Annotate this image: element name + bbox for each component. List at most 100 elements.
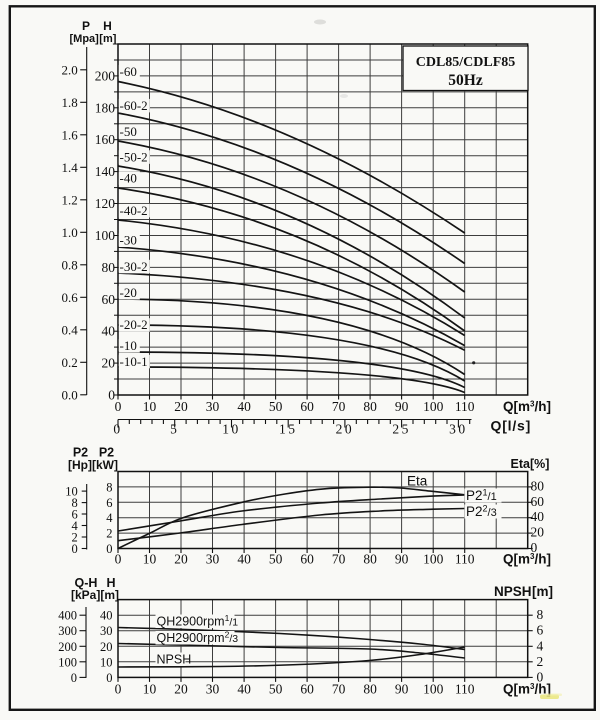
svg-text:160: 160 <box>95 132 116 147</box>
svg-text:20: 20 <box>174 399 188 414</box>
svg-text:0: 0 <box>106 542 112 556</box>
svg-text:180: 180 <box>95 100 116 115</box>
svg-text:10: 10 <box>222 422 241 437</box>
svg-text:1.2: 1.2 <box>61 192 77 207</box>
svg-text:-60-2: -60-2 <box>120 98 148 113</box>
svg-text:CDL85/CDLF85: CDL85/CDLF85 <box>416 55 516 70</box>
svg-text:400: 400 <box>58 609 77 623</box>
svg-text:10: 10 <box>100 655 113 669</box>
svg-text:1.6: 1.6 <box>61 127 78 142</box>
svg-text:30: 30 <box>206 399 220 414</box>
svg-text:100: 100 <box>423 552 444 567</box>
svg-text:6: 6 <box>71 508 77 522</box>
svg-text:P22/3: P22/3 <box>466 504 497 520</box>
svg-text:40: 40 <box>237 399 251 414</box>
svg-text:5: 5 <box>170 422 179 437</box>
svg-text:80: 80 <box>363 552 377 567</box>
svg-text:-50-2: -50-2 <box>120 149 148 164</box>
svg-text:200: 200 <box>95 68 116 83</box>
svg-text:H: H <box>106 576 115 590</box>
svg-text:4: 4 <box>537 638 544 653</box>
svg-text:60: 60 <box>531 494 545 509</box>
svg-text:10: 10 <box>65 485 78 499</box>
svg-text:0: 0 <box>531 540 538 555</box>
svg-text:25: 25 <box>392 422 411 437</box>
svg-text:NPSH: NPSH <box>157 653 192 667</box>
svg-text:Q[m3/h]: Q[m3/h] <box>503 552 551 567</box>
svg-text:-10-1: -10-1 <box>120 354 148 369</box>
svg-text:20: 20 <box>102 356 116 371</box>
svg-text:QH2900rpm2/3: QH2900rpm2/3 <box>157 630 239 646</box>
svg-text:100: 100 <box>423 682 444 697</box>
svg-text:P2: P2 <box>99 446 114 460</box>
svg-text:QH2900rpm1/1: QH2900rpm1/1 <box>157 613 239 629</box>
svg-text:8: 8 <box>537 607 544 622</box>
svg-text:70: 70 <box>332 552 346 567</box>
svg-text:300: 300 <box>58 624 77 638</box>
svg-text:50: 50 <box>269 399 283 414</box>
svg-text:20: 20 <box>174 682 188 697</box>
svg-text:40: 40 <box>102 324 116 339</box>
svg-text:10: 10 <box>143 552 157 567</box>
svg-text:-50: -50 <box>120 124 137 139</box>
svg-text:H: H <box>103 19 112 33</box>
svg-text:40: 40 <box>237 682 251 697</box>
svg-text:0: 0 <box>115 399 122 414</box>
svg-text:0: 0 <box>106 671 112 685</box>
svg-text:0: 0 <box>71 671 77 685</box>
svg-text:20: 20 <box>174 552 188 567</box>
svg-text:4: 4 <box>71 519 78 533</box>
svg-text:2: 2 <box>106 527 112 541</box>
svg-text:-10: -10 <box>120 338 137 353</box>
svg-text:4: 4 <box>106 511 113 525</box>
svg-text:P2: P2 <box>73 446 88 460</box>
svg-text:140: 140 <box>95 164 116 179</box>
svg-text:60: 60 <box>300 399 314 414</box>
svg-text:100: 100 <box>58 655 77 669</box>
svg-text:Q[l/s]: Q[l/s] <box>491 418 532 434</box>
svg-text:0: 0 <box>115 682 122 697</box>
svg-text:15: 15 <box>279 422 298 437</box>
svg-text:30: 30 <box>206 682 220 697</box>
svg-text:30: 30 <box>449 422 468 437</box>
svg-text:[m]: [m] <box>532 584 553 599</box>
svg-text:-40-2: -40-2 <box>120 203 148 218</box>
svg-text:90: 90 <box>395 399 409 414</box>
svg-text:NPSH: NPSH <box>494 584 532 599</box>
svg-text:0.0: 0.0 <box>61 387 77 402</box>
svg-text:70: 70 <box>332 399 346 414</box>
svg-text:1.4: 1.4 <box>61 160 78 175</box>
svg-text:[m]: [m] <box>99 33 116 45</box>
svg-text:10: 10 <box>143 399 157 414</box>
svg-text:110: 110 <box>455 399 475 414</box>
svg-text:-20-2: -20-2 <box>120 317 148 332</box>
svg-text:0.8: 0.8 <box>61 257 77 272</box>
svg-text:10: 10 <box>143 682 157 697</box>
svg-text:100: 100 <box>423 399 444 414</box>
svg-text:6: 6 <box>537 623 544 638</box>
svg-text:40: 40 <box>531 509 545 524</box>
svg-text:Eta[%]: Eta[%] <box>511 457 550 471</box>
svg-text:40: 40 <box>100 609 113 623</box>
svg-text:60: 60 <box>300 682 314 697</box>
svg-text:80: 80 <box>531 478 545 493</box>
svg-text:50Hz: 50Hz <box>448 72 483 89</box>
svg-text:2.0: 2.0 <box>61 62 77 77</box>
svg-text:[Mpa]: [Mpa] <box>70 33 100 45</box>
svg-text:20: 20 <box>336 422 355 437</box>
svg-text:0.6: 0.6 <box>61 290 78 305</box>
svg-text:Q[m3/h]: Q[m3/h] <box>503 682 551 697</box>
svg-text:100: 100 <box>95 228 116 243</box>
svg-text:Q-H: Q-H <box>75 576 98 590</box>
svg-text:40: 40 <box>237 552 251 567</box>
svg-text:1.8: 1.8 <box>61 95 77 110</box>
svg-text:8: 8 <box>71 496 77 510</box>
svg-text:30: 30 <box>100 624 113 638</box>
svg-text:0: 0 <box>115 552 122 567</box>
svg-text:80: 80 <box>363 682 377 697</box>
svg-text:Q[m3/h]: Q[m3/h] <box>503 399 551 414</box>
svg-text:[Hp][kW]: [Hp][kW] <box>68 458 118 472</box>
svg-text:-30: -30 <box>120 233 137 248</box>
svg-text:0: 0 <box>113 422 122 437</box>
svg-text:110: 110 <box>455 682 475 697</box>
